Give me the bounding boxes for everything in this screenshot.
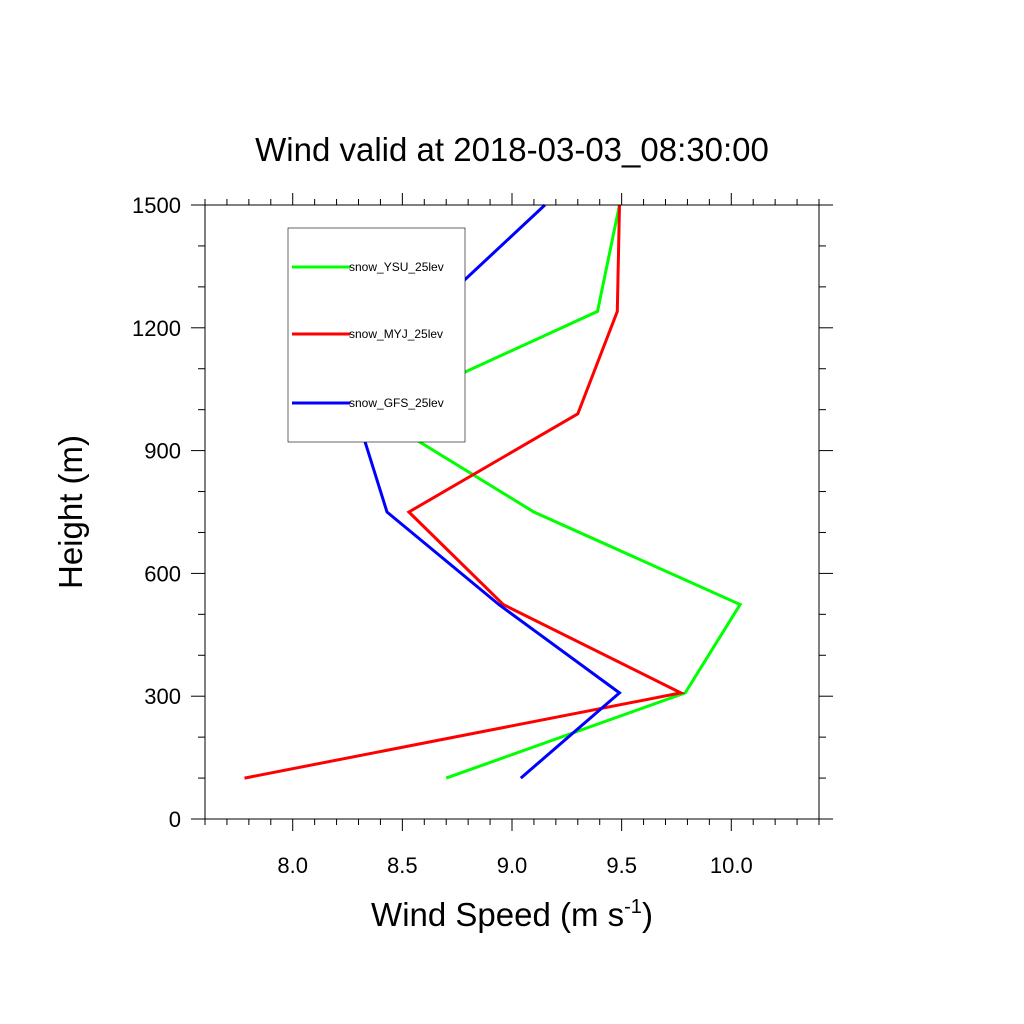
x-tick-label: 9.0 [497, 853, 528, 878]
y-tick-labels: 0 300 600 900 1200 1500 [132, 193, 181, 832]
x-tick-label: 8.0 [277, 853, 308, 878]
x-axis-title: Wind Speed (m s-1) [371, 896, 653, 933]
y-tick-label: 1200 [132, 316, 181, 341]
legend-items: snow_YSU_25lev snow_MYJ_25lev snow_GFS_25l… [292, 260, 444, 410]
y-tick-label: 1500 [132, 193, 181, 218]
x-tick-label: 9.5 [606, 853, 637, 878]
plot-frame [204, 204, 820, 820]
y-tick-label: 0 [169, 807, 181, 832]
y-axis-title: Height (m) [52, 435, 89, 589]
x-axis-title-superscript: -1 [624, 896, 642, 918]
y-tick-label: 900 [144, 439, 181, 464]
y-tick-label: 300 [144, 684, 181, 709]
x-axis-title-suffix: ) [642, 896, 653, 933]
x-tick-label: 8.5 [387, 853, 418, 878]
series-line-snow_YSU_25lev [370, 204, 743, 780]
legend-label: snow_GFS_25lev [349, 396, 444, 410]
series-line-snow_MYJ_25lev [244, 204, 686, 780]
y-tick-label: 600 [144, 561, 181, 586]
x-tick-labels: 8.0 8.5 9.0 9.5 10.0 [277, 853, 752, 878]
legend: snow_YSU_25lev snow_MYJ_25lev snow_GFS_25l… [287, 227, 466, 443]
legend-label: snow_YSU_25lev [349, 260, 444, 274]
chart-title: Wind valid at 2018-03-03_08:30:00 [255, 131, 769, 168]
x-tick-label: 10.0 [710, 853, 753, 878]
legend-label: snow_MYJ_25lev [349, 327, 443, 341]
x-axis-title-base: Wind Speed (m s [371, 896, 624, 933]
axis-ticks [191, 193, 833, 831]
